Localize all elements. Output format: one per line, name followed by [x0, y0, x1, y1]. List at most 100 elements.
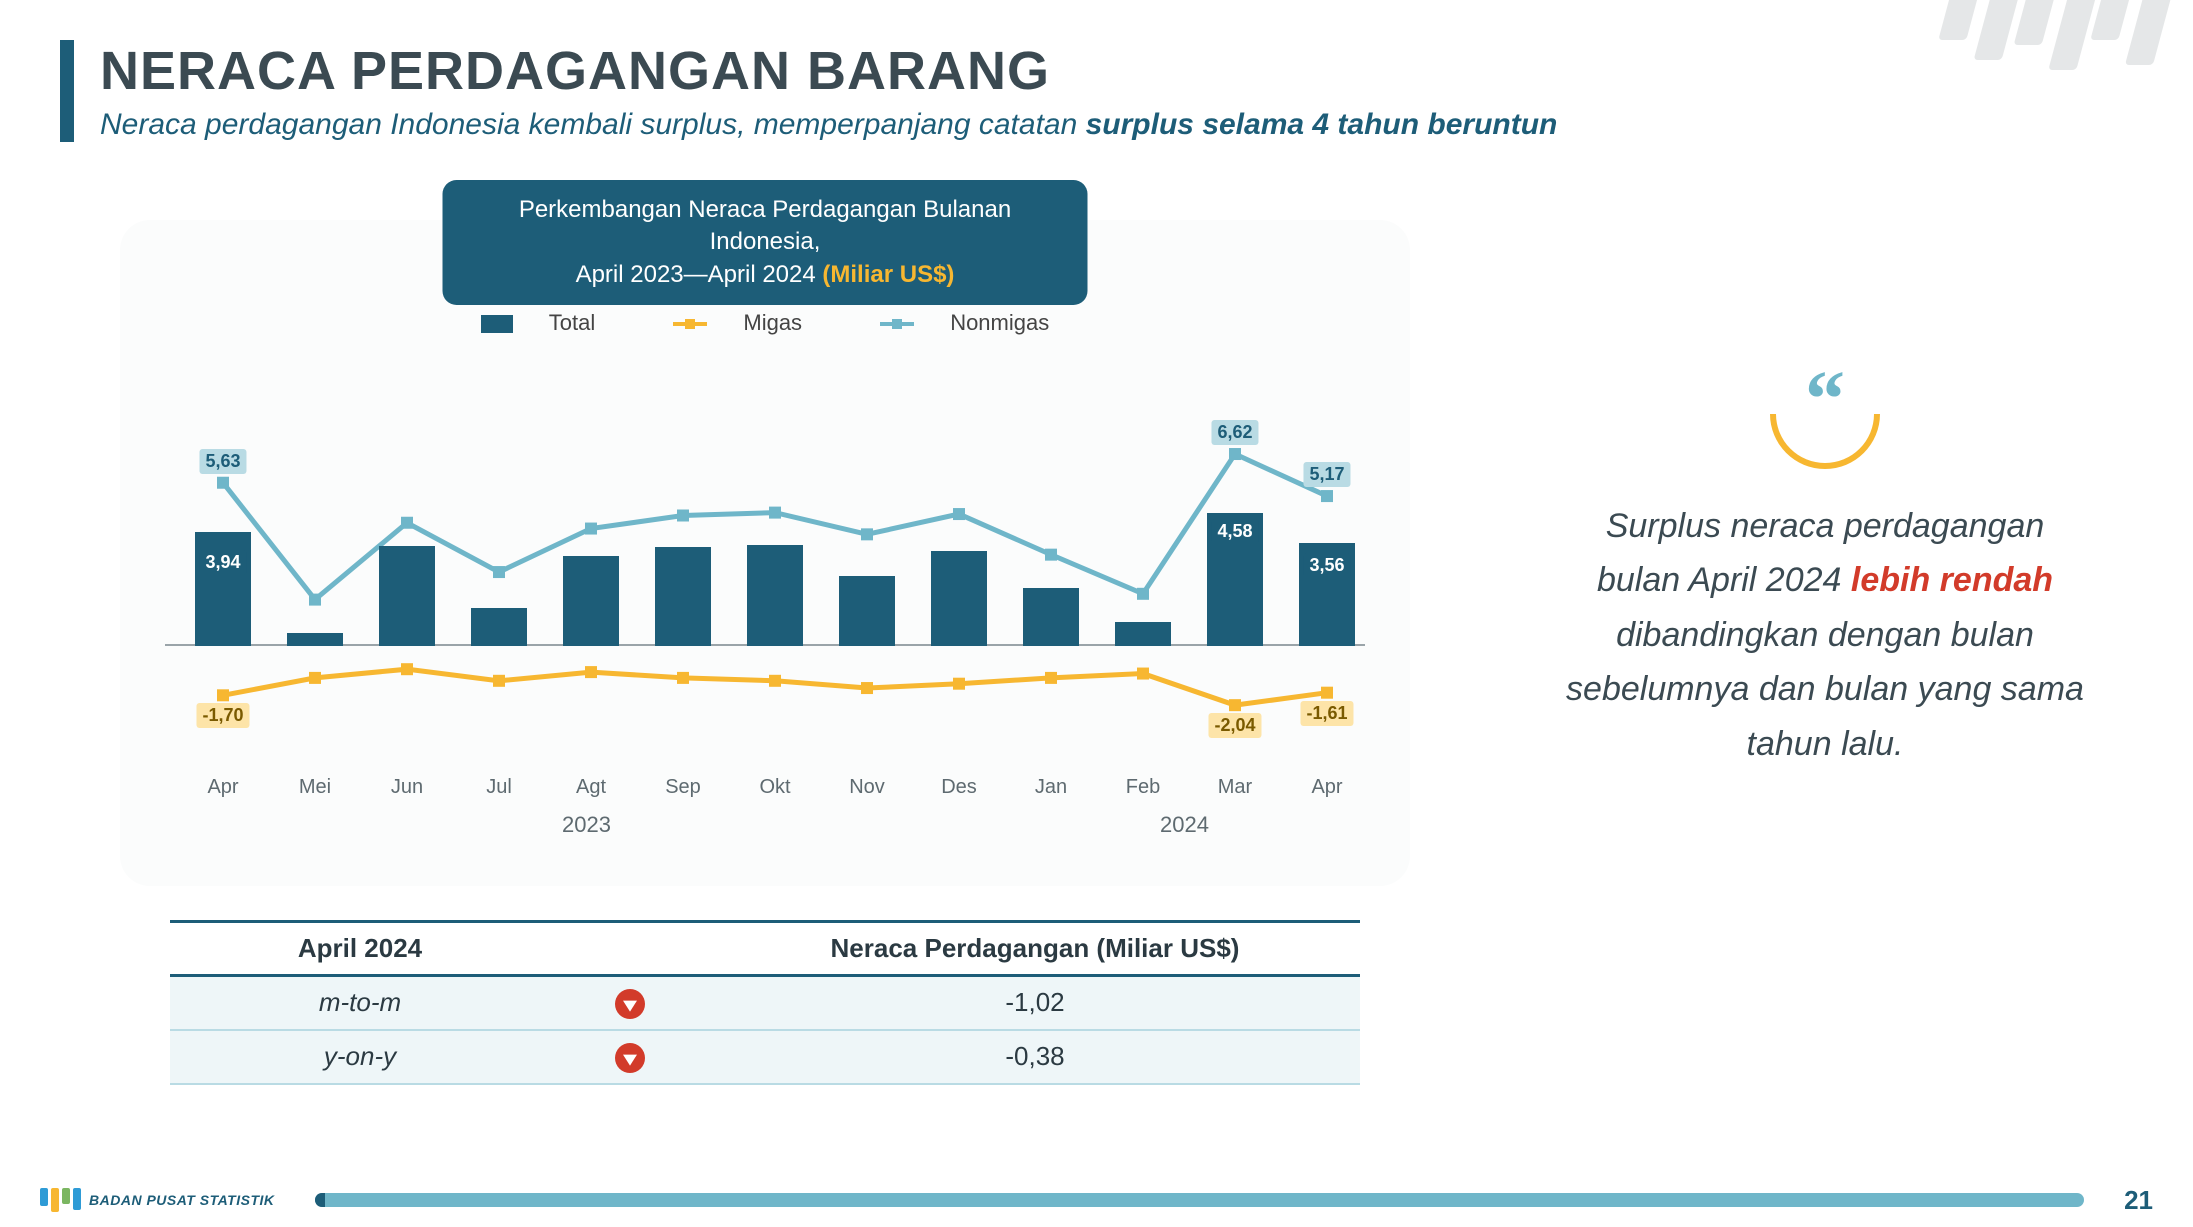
- bar-rect: [379, 546, 435, 646]
- table-row: m-to-m -1,02: [170, 977, 1360, 1031]
- chart-legend: Total Migas Nonmigas: [160, 310, 1370, 336]
- bar-rect: [839, 576, 895, 646]
- table-row-value: -1,02: [710, 977, 1360, 1029]
- bar-rect: [1023, 588, 1079, 646]
- page-title: NERACA PERDAGANGAN BARANG: [100, 40, 1557, 102]
- chart-card: Perkembangan Neraca Perdagangan Bulanan …: [120, 220, 1410, 886]
- arrow-down-icon: [615, 989, 645, 1019]
- footer-logo: BADAN PUSAT STATISTIK: [40, 1188, 275, 1212]
- page-number: 21: [2124, 1185, 2153, 1216]
- table-row-label: y-on-y: [170, 1031, 550, 1083]
- line-migas-marker: [309, 672, 321, 684]
- line-nonmigas-marker: [493, 566, 505, 578]
- xaxis-tick-label: Feb: [1098, 776, 1188, 799]
- table-row: y-on-y-0,38: [170, 1031, 1360, 1085]
- bar-rect: [1115, 622, 1171, 646]
- line-nonmigas-marker: [861, 528, 873, 540]
- line-migas-marker: [1137, 668, 1149, 680]
- quote-icon: “: [1560, 380, 2090, 420]
- page-subtitle: Neraca perdagangan Indonesia kembali sur…: [100, 108, 1557, 142]
- table-header: April 2024 Neraca Perdagangan (Miliar US…: [170, 920, 1360, 977]
- label-migas: -1,70: [196, 703, 249, 728]
- subtitle-bold: surplus selama 4 tahun beruntun: [1086, 108, 1558, 141]
- label-total: 3,56: [1303, 553, 1350, 578]
- line-nonmigas-marker: [769, 507, 781, 519]
- quote-red: lebih rendah: [1851, 561, 2053, 599]
- xaxis-tick-label: Sep: [638, 776, 728, 799]
- line-migas-marker: [493, 675, 505, 687]
- title-block: NERACA PERDAGANGAN BARANG Neraca perdaga…: [60, 40, 1557, 142]
- label-total: 4,58: [1211, 519, 1258, 544]
- line-migas-marker: [1229, 699, 1241, 711]
- footer: BADAN PUSAT STATISTIK 21: [0, 1173, 2193, 1227]
- line-migas-marker: [677, 672, 689, 684]
- label-nonmigas: 6,62: [1211, 420, 1258, 445]
- xaxis-tick-label: Mei: [270, 776, 360, 799]
- swatch-nonmigas: [880, 322, 914, 326]
- line-nonmigas-marker: [1137, 588, 1149, 600]
- chart-title-line1: Perkembangan Neraca Perdagangan Bulanan …: [493, 194, 1038, 259]
- label-nonmigas: 5,63: [199, 449, 246, 474]
- bar-rect: [471, 608, 527, 646]
- line-nonmigas-marker: [953, 508, 965, 520]
- line-migas-marker: [585, 666, 597, 678]
- line-migas: [223, 669, 1327, 705]
- chart-title-line2: April 2023—April 2024 (Miliar US$): [493, 259, 1038, 291]
- xaxis-tick-label: Apr: [1282, 776, 1372, 799]
- line-nonmigas-marker: [217, 477, 229, 489]
- xaxis-tick-label: Jan: [1006, 776, 1096, 799]
- quote-post: dibandingkan dengan bulan sebelumnya dan…: [1566, 616, 2084, 763]
- chart-title-highlight: (Miliar US$): [822, 261, 954, 288]
- chart-title-line2a: April 2023—April 2024: [576, 261, 823, 288]
- line-nonmigas-marker: [1045, 549, 1057, 561]
- table-row-label: m-to-m: [170, 977, 550, 1029]
- label-migas: -1,61: [1300, 701, 1353, 726]
- table-row-icon-cell: [550, 1031, 710, 1083]
- legend-total: Total: [463, 310, 613, 335]
- xaxis-tick-label: Jul: [454, 776, 544, 799]
- xaxis-tick-label: Apr: [178, 776, 268, 799]
- line-migas-marker: [1045, 672, 1057, 684]
- quote-text: Surplus neraca perdagangan bulan April 2…: [1560, 499, 2090, 771]
- label-migas: -2,04: [1208, 713, 1261, 738]
- swatch-total: [481, 315, 513, 333]
- line-migas-marker: [1321, 687, 1333, 699]
- label-nonmigas: 5,17: [1303, 462, 1350, 487]
- summary-table: April 2024 Neraca Perdagangan (Miliar US…: [170, 920, 1360, 1085]
- table-header-spacer: [550, 923, 710, 974]
- line-nonmigas-marker: [309, 594, 321, 606]
- xaxis-tick-label: Jun: [362, 776, 452, 799]
- logo-mark: [40, 1188, 81, 1212]
- legend-migas: Migas: [655, 310, 820, 335]
- footer-progress-track: [315, 1193, 2085, 1207]
- table-row-icon-cell: [550, 977, 710, 1029]
- legend-nonmigas: Nonmigas: [862, 310, 1067, 335]
- xaxis-tick-label: Nov: [822, 776, 912, 799]
- xaxis-tick-label: Agt: [546, 776, 636, 799]
- xaxis-tick-label: Okt: [730, 776, 820, 799]
- line-nonmigas-marker: [1321, 490, 1333, 502]
- bar-rect: [655, 547, 711, 646]
- line-nonmigas-marker: [677, 510, 689, 522]
- xaxis-tick-label: Mar: [1190, 776, 1280, 799]
- line-nonmigas-marker: [585, 523, 597, 535]
- xaxis-year-label: 2023: [562, 812, 611, 838]
- chart-title: Perkembangan Neraca Perdagangan Bulanan …: [443, 180, 1088, 305]
- label-total: 3,94: [199, 550, 246, 575]
- chart-plot: 5,63 6,62 5,17 3,94 4,58 3,56 -1,70 -2,04 -1,61: [165, 356, 1365, 776]
- line-migas-marker: [401, 663, 413, 675]
- legend-total-label: Total: [549, 310, 595, 335]
- footer-org-name: BADAN PUSAT STATISTIK: [89, 1192, 275, 1208]
- line-nonmigas-marker: [401, 517, 413, 529]
- line-nonmigas-marker: [1229, 448, 1241, 460]
- swatch-migas: [673, 322, 707, 326]
- legend-nonmigas-label: Nonmigas: [950, 310, 1049, 335]
- line-migas-marker: [953, 678, 965, 690]
- bar-rect: [287, 633, 343, 646]
- xaxis-tick-label: Des: [914, 776, 1004, 799]
- bar-rect: [747, 545, 803, 646]
- table-header-left: April 2024: [170, 923, 550, 974]
- line-migas-marker: [861, 682, 873, 694]
- xaxis-year-label: 2024: [1160, 812, 1209, 838]
- chart-xaxis: AprMeiJunJulAgtSepOktNovDesJanFebMarApr2…: [160, 776, 1370, 866]
